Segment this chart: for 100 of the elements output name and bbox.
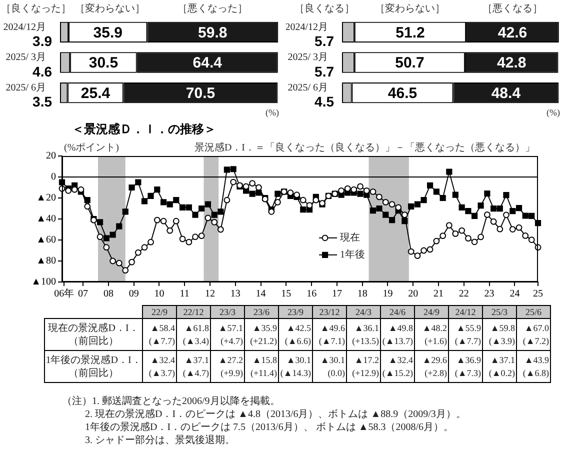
text: ▲17.2 (+12.9) [352, 354, 379, 378]
x-tick-label: 08 [104, 288, 114, 300]
data-label: 25.4 [80, 84, 111, 102]
category-label: 25/6 [516, 306, 550, 318]
x-tick-label: 24 [510, 288, 520, 300]
category-label: 23/12 [312, 306, 346, 318]
category-label: 24/6 [380, 306, 414, 318]
text: ▲35.9 (+21.2) [250, 322, 277, 346]
data-label: 3.5 [32, 94, 52, 110]
text: ▲37.1 (▲0.2) [488, 354, 515, 378]
data-label: 42.6 [498, 24, 528, 42]
text: ▲27.2 (+9.9) [218, 354, 243, 378]
text: ▲49.6 (▲7.1) [318, 322, 345, 346]
text: ▲30.1 (0.0) [320, 354, 345, 378]
data-label: 42.8 [497, 54, 526, 72]
y-tick-label: ▲40 [36, 214, 56, 225]
y-tick-label: 2024/12月 [285, 22, 328, 33]
x-tick-label: 14 [256, 288, 266, 300]
text: ▲49.8 (▲13.7) [382, 322, 413, 346]
category-label: 22/9 [142, 306, 176, 318]
x-tick-label: 12 [205, 288, 216, 300]
text: ▲30.1 (▲14.3) [280, 354, 311, 378]
category-label: 現在の景況感D．I．（前回比） [48, 322, 139, 346]
y-tick-label: 2025/ 6月 [6, 82, 46, 94]
category-label: 1年後の景況感D．I．（前回比） [46, 354, 142, 378]
text: ▲32.4 (▲3.7) [148, 354, 175, 378]
x-tick-label: 18 [357, 288, 368, 300]
data-label: 48.4 [491, 84, 522, 102]
x-tick-label: 17 [332, 288, 342, 300]
y-tick-label: ▲20 [36, 192, 56, 204]
x-tick-label: 16 [306, 288, 317, 300]
x-tick-label: 10 [154, 288, 164, 300]
text: ▲57.1 (+4.7) [218, 322, 243, 346]
category-label: 24/9 [414, 306, 448, 318]
text: ▲61.8 (▲3.4) [182, 322, 209, 346]
x-tick-label: 15 [281, 288, 292, 300]
text: ▲48.2 (+1.6) [422, 322, 447, 346]
category-label: 25/3 [482, 306, 516, 318]
x-tick-label: 19 [382, 288, 393, 300]
category-label: 24/12 [448, 306, 482, 318]
text: (%) [266, 107, 279, 118]
y-tick-label: ▲60 [36, 234, 56, 246]
y-tick-label: 2024/12月 [3, 22, 46, 33]
text: 3. シャドー部分は、景気後退期。 [84, 434, 236, 447]
text: ▲37.1 (▲4.7) [182, 354, 209, 378]
text: （注）1. 郵送調査となった2006/9月以降を掲載。 [62, 395, 281, 408]
series-label: ［悪くなる］ [482, 4, 542, 15]
data-label: 4.6 [32, 63, 52, 80]
text: ▲32.4 (▲15.2) [382, 354, 413, 378]
x-tick-label: 09 [128, 288, 139, 300]
text: ▲43.9 (▲6.8) [522, 354, 549, 378]
text: ▲29.6 (+2.8) [422, 354, 447, 378]
y-tick-label: 20 [46, 150, 56, 162]
text: (%) [546, 107, 560, 118]
data-label: 50.7 [395, 54, 424, 72]
series-label: ［良くなった］ [1, 2, 71, 15]
text: ▲59.8 (▲3.9) [488, 322, 515, 346]
text: ▲55.9 (▲7.7) [454, 322, 481, 346]
data-label: 30.5 [88, 54, 118, 72]
text: ▲15.8 (+11.4) [250, 354, 277, 378]
y-tick-label: 2025/ 6月 [288, 82, 328, 94]
x-tick-label: 25 [533, 288, 543, 300]
category-label: 22/12 [176, 306, 210, 318]
data-label: 35.9 [93, 24, 122, 42]
x-tick-label: 21 [434, 288, 444, 300]
legend-label: 1年後 [340, 248, 366, 261]
data-label: 46.5 [388, 84, 418, 102]
y-tick-label: 2025/ 3月 [288, 52, 328, 64]
y-tick-label: 2025/ 3月 [6, 52, 46, 64]
data-label: 5.7 [314, 63, 334, 80]
text: ▲67.0 (▲7.2) [522, 322, 549, 346]
y-tick-label: ▲80 [36, 256, 56, 267]
y-axis-title: (%ポイント) [64, 142, 119, 154]
data-label: 3.9 [32, 33, 52, 50]
x-tick-label: 20 [408, 288, 418, 300]
series-label: ［悪くなった］ [178, 4, 248, 15]
category-label: 24/3 [346, 306, 380, 318]
legend-label: 現在 [340, 232, 360, 244]
data-label: 5.7 [314, 33, 334, 50]
data-label: 64.4 [192, 54, 223, 72]
text: ▲36.1 (+13.5) [352, 322, 379, 346]
chart-title: ＜景況感Ｄ．Ｉ．の推移＞ [72, 122, 216, 136]
x-tick-label: 06年 [54, 288, 74, 300]
x-tick-label: 11 [180, 288, 190, 300]
y-tick-label: ▲100 [31, 276, 56, 288]
series-label: ［変わらない］ [75, 2, 145, 15]
category-label: 23/9 [278, 306, 312, 318]
category-label: 23/3 [210, 306, 244, 318]
text: 1年後の景況感D．I．のピークは 7.5（2013/6月）、 ボトムは ▲58.3（2008/6月）。 [84, 421, 455, 434]
series-label: ［良くなる］ [294, 2, 354, 15]
x-tick-label: 23 [484, 288, 494, 300]
text: ▲42.5 (▲6.6) [284, 322, 311, 346]
x-tick-label: 07 [78, 288, 88, 300]
category-label: 23/6 [244, 306, 278, 318]
data-label: 4.5 [314, 94, 334, 110]
x-tick-label: 22 [458, 288, 469, 300]
text: ▲58.4 (▲7.7) [148, 322, 175, 346]
text: 2. 現在の景況感D．I．のピークは ▲4.8（2013/6月）、ボトムは ▲88.9（2009/3月）。 [84, 408, 466, 421]
series-label: ［変わらない］ [375, 2, 446, 15]
data-label: 59.8 [198, 24, 228, 42]
